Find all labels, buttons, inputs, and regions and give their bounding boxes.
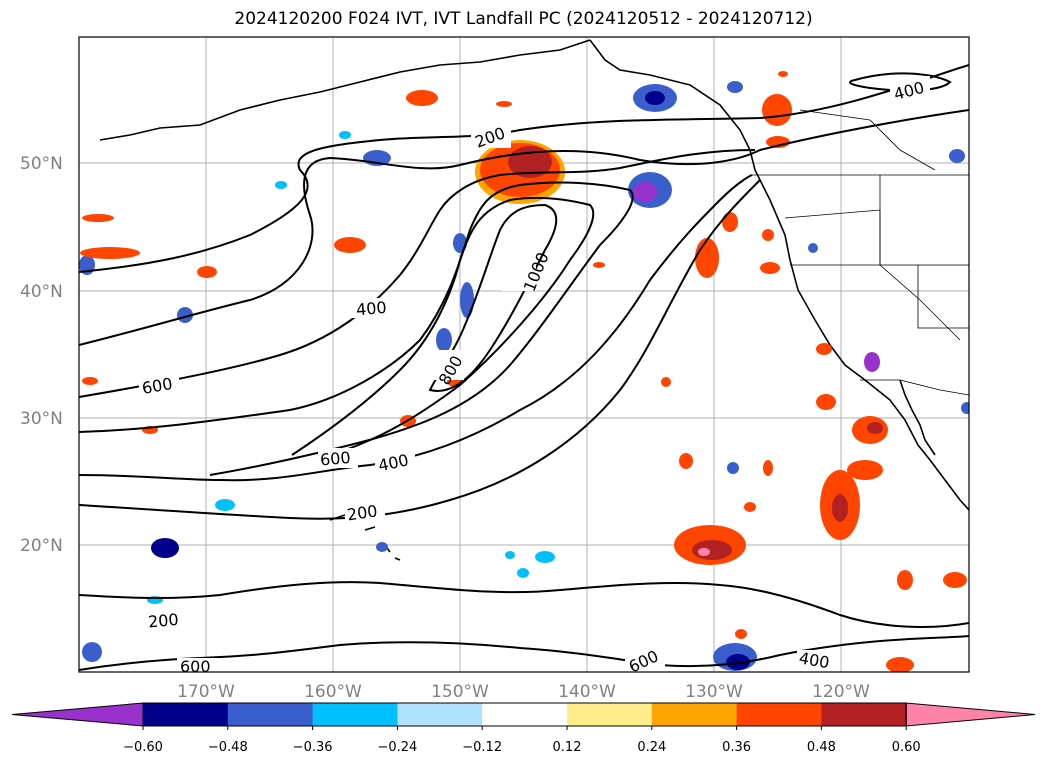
contour-label-600-center: 600 xyxy=(319,448,351,470)
lat-label-30n: 30°N xyxy=(20,409,63,429)
lon-label-160w: 160°W xyxy=(304,682,362,702)
colorbar-segment xyxy=(312,703,398,726)
lat-label-50n: 50°N xyxy=(20,154,63,174)
colorbar-tick-label: −0.24 xyxy=(377,740,417,755)
contour-label-200-southwest: 200 xyxy=(147,610,179,632)
lat-label-40n: 40°N xyxy=(20,282,63,302)
colorbar-ticks: −0.60 −0.48 −0.36 −0.24 −0.12 0.12 0.24 0.36 0.4… xyxy=(123,726,921,755)
colorbar-segment xyxy=(651,703,738,726)
colorbar-tick-label: 0.24 xyxy=(637,740,666,755)
colorbar-tick-label: −0.12 xyxy=(462,740,502,755)
longitude-labels: 170°W 160°W 150°W 140°W 130°W 120°W xyxy=(177,682,870,702)
lon-label-140w: 140°W xyxy=(558,682,616,702)
colorbar-border xyxy=(142,702,907,727)
lon-label-120w: 120°W xyxy=(812,682,870,702)
map-border xyxy=(78,36,970,673)
colorbar-segment xyxy=(567,703,653,726)
lat-label-20n: 20°N xyxy=(20,536,63,556)
lon-label-150w: 150°W xyxy=(431,682,489,702)
colorbar-extend-left xyxy=(11,702,144,727)
colorbar-segment xyxy=(143,703,229,726)
colorbar-tick-label: 0.36 xyxy=(722,740,751,755)
pc-negative-patches xyxy=(79,81,969,671)
colorbar-tick-label: −0.48 xyxy=(208,740,248,755)
colorbar-tick-label: 0.48 xyxy=(807,740,836,755)
ivt-contours xyxy=(79,64,969,671)
lon-label-170w: 170°W xyxy=(177,682,235,702)
colorbar-segment xyxy=(397,703,483,726)
colorbar-tick-label: −0.60 xyxy=(123,740,163,755)
map-title: 2024120200 F024 IVT, IVT Landfall PC (20… xyxy=(234,9,813,29)
contour-label-400-southeast: 400 xyxy=(798,648,831,672)
colorbar-segment xyxy=(821,703,907,726)
contour-label-600-bottom: 600 xyxy=(180,657,211,676)
state-borders xyxy=(752,109,969,396)
latitude-labels: 50°N 40°N 30°N 20°N xyxy=(20,154,63,556)
colorbar-segment xyxy=(227,703,314,726)
contour-label-400-center: 400 xyxy=(355,298,387,320)
colorbar-extend-right xyxy=(905,702,1036,727)
colorbar-tick-label: 0.60 xyxy=(892,740,921,755)
colorbar xyxy=(11,702,1036,727)
colorbar-tick-label: 0.12 xyxy=(553,740,582,755)
contour-label-200-south: 200 xyxy=(346,501,379,524)
colorbar-segment xyxy=(482,703,568,726)
colorbar-segment xyxy=(736,703,822,726)
colorbar-tick-label: −0.36 xyxy=(293,740,333,755)
lon-label-130w: 130°W xyxy=(685,682,743,702)
